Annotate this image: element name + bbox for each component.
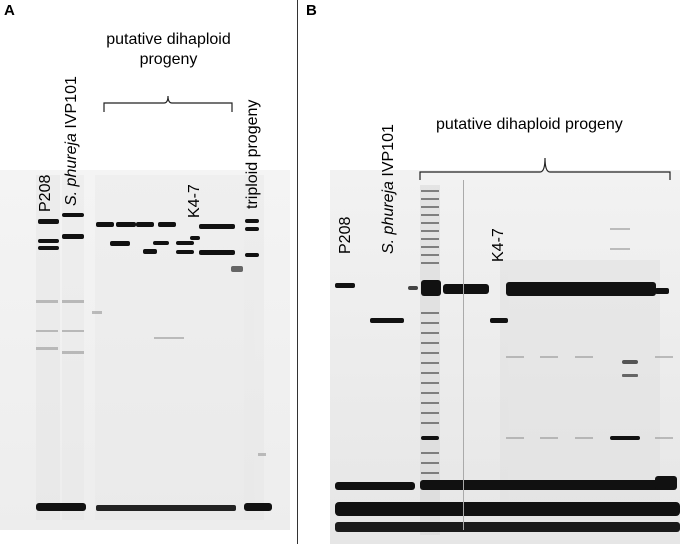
gel-b-group-bracket — [419, 157, 671, 180]
gel-a-faint-bands — [36, 300, 266, 456]
panel-b-letter: B — [306, 2, 317, 19]
gel-b-faint-bands — [506, 228, 673, 439]
gel-b-lane-label-phureja: S. phureja IVP101 — [380, 124, 397, 254]
gel-a-bands — [36, 213, 272, 511]
gel-a-lane-label-p208: P208 — [37, 174, 54, 212]
gel-a-lane-label-phureja-italic: S. phureja — [63, 133, 80, 206]
gel-a-group-label-line2: progeny — [139, 51, 198, 68]
gel-b-ladder — [421, 190, 439, 474]
gel-a-lane-label-phureja-rest: IVP101 — [63, 76, 80, 134]
gel-b-lane-label-p208: P208 — [337, 216, 354, 254]
gel-a-lane-label-k47: K4-7 — [186, 184, 203, 218]
gel-b-lane-label-k47: K4-7 — [490, 228, 507, 262]
gel-b-lane-streaks — [420, 185, 660, 535]
gel-a-group-label-line1: putative dihaploid — [106, 31, 231, 48]
gel-b-artifact-line — [463, 180, 464, 530]
gel-b-group-label: putative dihaploid progeny — [436, 116, 623, 133]
panel-a-letter: A — [4, 2, 15, 19]
gel-a-group-label: putative dihaploid progeny — [96, 30, 241, 70]
gel-a-lane-label-triploid: triploid progeny — [244, 99, 261, 209]
gel-b-lane-label-phureja-italic: S. phureja — [380, 181, 397, 254]
gel-a-group-bracket — [103, 95, 233, 112]
panel-divider — [297, 0, 298, 544]
gel-a-lane-label-phureja: S. phureja IVP101 — [63, 76, 80, 206]
gel-b-lane-label-phureja-rest: IVP101 — [380, 124, 397, 182]
gel-b-bands — [335, 280, 680, 532]
